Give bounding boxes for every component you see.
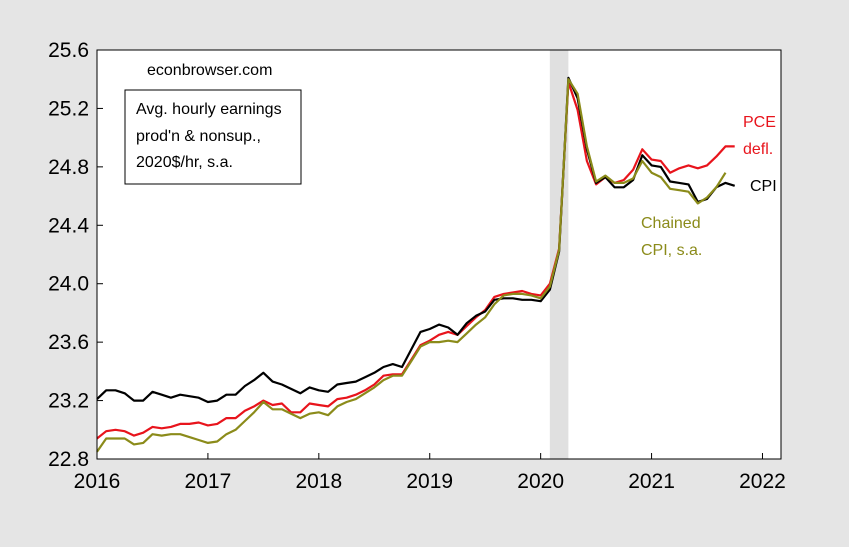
x-tick-label: 2022 [739,470,786,493]
series-line-cpi [96,76,736,404]
label-pce-line-1: PCE [743,114,776,131]
x-tick-label: 2020 [517,470,564,493]
x-tick-label: 2021 [628,470,675,493]
y-tick-label: 24.4 [48,214,89,237]
y-tick-label: 24.8 [48,156,89,179]
series-line-chained [96,78,727,453]
legend-box: Avg. hourly earnings prod'n & nonsup., 2… [124,89,302,185]
legend-box-frame [124,89,302,185]
y-tick-label: 25.2 [48,97,89,120]
series-layer [96,76,736,453]
source-label: econbrowser.com [147,62,272,79]
x-tick-label: 2016 [74,470,121,493]
plot-frame [96,49,782,460]
y-tick-label: 24.0 [48,273,89,296]
x-tick-label: 2017 [185,470,232,493]
legend-box-line-3: 2020$/hr, s.a. [136,154,233,171]
y-tick-label: 23.2 [48,390,89,413]
label-chained-line-1: Chained [641,215,701,232]
label-pce-line-2: defl. [743,141,773,158]
legend-box-line-2: prod'n & nonsup., [136,128,261,145]
legend-box-line-1: Avg. hourly earnings [136,101,282,118]
y-tick-label: 23.6 [48,331,89,354]
y-tick-label: 22.8 [48,448,89,471]
label-cpi: CPI [750,178,777,195]
y-tick-label: 25.6 [48,39,89,62]
x-tick-label: 2018 [295,470,342,493]
x-tick-label: 2019 [406,470,453,493]
label-chained-line-2: CPI, s.a. [641,242,702,259]
axes-ticks: 2016 2017 2018 2019 2020 2021 2022 22.8 23.2 23.6… [48,39,786,493]
